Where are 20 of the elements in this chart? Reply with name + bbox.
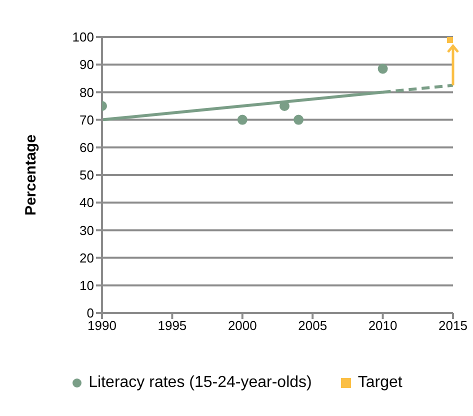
y-tick-label: 80 — [80, 84, 94, 100]
x-tick-label: 1990 — [88, 318, 116, 334]
y-tick-label: 20 — [80, 250, 94, 266]
legend-label: Literacy rates (15-24-year-olds) — [88, 374, 312, 392]
y-tick-label: 70 — [80, 112, 94, 128]
x-tick-label: 2000 — [228, 318, 257, 334]
y-axis-title: Percentage — [22, 134, 40, 216]
y-tick-label: 30 — [80, 222, 94, 238]
y-tick-label: 10 — [80, 278, 94, 294]
y-tick-label: 100 — [72, 30, 94, 45]
x-tick-label: 2005 — [298, 318, 328, 334]
y-tick-label: 60 — [80, 140, 94, 156]
x-tick-label: 2015 — [438, 318, 468, 334]
y-tick-label: 0 — [86, 306, 94, 321]
y-tick-label: 90 — [80, 57, 94, 72]
x-tick-label: 2010 — [368, 318, 398, 334]
x-tick-label: 1995 — [158, 318, 187, 334]
legend-label: Target — [358, 374, 402, 392]
y-tick-label: 40 — [80, 195, 94, 210]
y-tick-label: 50 — [80, 168, 94, 183]
